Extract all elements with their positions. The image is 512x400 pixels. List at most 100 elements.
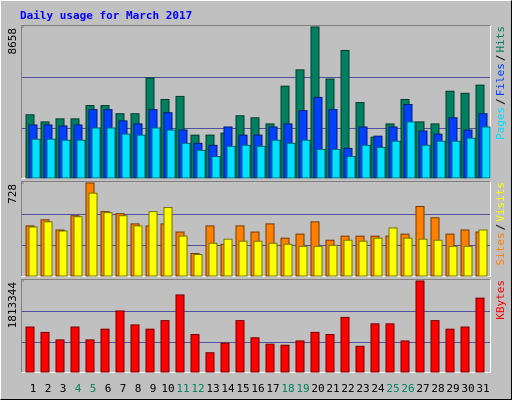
bar bbox=[85, 339, 95, 373]
bar bbox=[106, 127, 116, 179]
x-tick-label: 16 bbox=[251, 382, 264, 395]
bar bbox=[475, 297, 485, 373]
bar bbox=[250, 337, 260, 373]
legend: Pages/Files/Hits bbox=[494, 26, 507, 140]
bar bbox=[166, 129, 176, 179]
bar bbox=[238, 240, 248, 277]
x-tick-label: 28 bbox=[431, 382, 444, 395]
bar bbox=[253, 240, 263, 277]
bar bbox=[43, 221, 53, 277]
bar bbox=[115, 310, 125, 373]
bar bbox=[208, 242, 218, 277]
x-tick-label: 10 bbox=[161, 382, 174, 395]
bar bbox=[205, 352, 215, 373]
bar bbox=[46, 138, 56, 179]
x-tick-label: 30 bbox=[461, 382, 474, 395]
bar bbox=[463, 245, 473, 277]
x-tick-label: 6 bbox=[105, 382, 112, 395]
bar bbox=[70, 326, 80, 373]
bar bbox=[355, 345, 365, 373]
bar bbox=[145, 328, 155, 373]
bar bbox=[400, 340, 410, 373]
bar bbox=[118, 215, 128, 277]
bar bbox=[256, 145, 266, 179]
x-tick-label: 4 bbox=[75, 382, 82, 395]
x-tick-label: 17 bbox=[266, 382, 279, 395]
legend: KBytes bbox=[494, 280, 507, 320]
bar bbox=[406, 121, 416, 179]
legend-entry: Visits bbox=[494, 182, 507, 222]
bar bbox=[235, 320, 245, 373]
bar bbox=[163, 207, 173, 277]
x-tick-label: 12 bbox=[191, 382, 204, 395]
bar bbox=[316, 148, 326, 179]
x-tick-label: 26 bbox=[401, 382, 414, 395]
bar bbox=[388, 227, 398, 277]
bar bbox=[430, 320, 440, 373]
bar bbox=[286, 142, 296, 179]
bar bbox=[301, 139, 311, 179]
plot-border-light bbox=[21, 181, 491, 277]
bar bbox=[385, 323, 395, 373]
legend: Sites/ Visits bbox=[494, 182, 507, 266]
bar bbox=[121, 133, 131, 179]
x-tick-label: 1 bbox=[30, 382, 37, 395]
bar bbox=[415, 280, 425, 373]
bar bbox=[328, 244, 338, 277]
bar bbox=[61, 139, 71, 179]
bar bbox=[211, 156, 221, 179]
bar bbox=[40, 331, 50, 373]
bar bbox=[331, 148, 341, 179]
bar bbox=[91, 127, 101, 179]
chart-title: Daily usage for March 2017 bbox=[20, 9, 192, 22]
bar bbox=[73, 216, 83, 277]
bar bbox=[31, 138, 41, 179]
bar bbox=[265, 343, 275, 373]
y-max-label: 1813344 bbox=[6, 282, 19, 329]
bar bbox=[58, 230, 68, 277]
plot-border-dark bbox=[21, 279, 491, 373]
bar bbox=[358, 240, 368, 277]
bar bbox=[175, 294, 185, 373]
x-tick-label: 13 bbox=[206, 382, 219, 395]
x-tick-label: 11 bbox=[176, 382, 189, 395]
plot-border-dark bbox=[21, 25, 491, 179]
bar bbox=[481, 126, 491, 179]
x-tick-label: 29 bbox=[446, 382, 459, 395]
bar bbox=[223, 238, 233, 277]
x-tick-label: 21 bbox=[326, 382, 339, 395]
bar bbox=[376, 146, 386, 179]
legend-separator: / bbox=[494, 55, 507, 62]
bar bbox=[100, 328, 110, 373]
bar bbox=[280, 344, 290, 373]
bar bbox=[133, 225, 143, 277]
bar bbox=[403, 237, 413, 277]
bar bbox=[313, 245, 323, 277]
bar bbox=[436, 140, 446, 179]
bar bbox=[88, 192, 98, 277]
x-tick-label: 24 bbox=[371, 382, 385, 395]
bar bbox=[460, 326, 470, 373]
bar bbox=[373, 237, 383, 277]
bar bbox=[346, 156, 356, 179]
bar bbox=[160, 320, 170, 373]
bar bbox=[268, 242, 278, 277]
x-tick-label: 15 bbox=[236, 382, 249, 395]
x-tick-label: 20 bbox=[311, 382, 324, 395]
legend-separator: / bbox=[494, 224, 507, 231]
bar bbox=[103, 212, 113, 277]
x-tick-label: 27 bbox=[416, 382, 429, 395]
legend-entry: Pages bbox=[494, 107, 507, 140]
bar bbox=[220, 342, 230, 373]
bar bbox=[310, 331, 320, 373]
bar bbox=[151, 127, 161, 179]
x-tick-label: 5 bbox=[90, 382, 97, 395]
bar bbox=[340, 316, 350, 373]
bar bbox=[370, 323, 380, 373]
y-max-label: 8658 bbox=[6, 28, 19, 55]
legend-entry: Hits bbox=[494, 26, 507, 53]
legend-entry: Sites bbox=[494, 232, 507, 265]
legend-separator: / bbox=[494, 98, 507, 105]
bar bbox=[130, 324, 140, 373]
